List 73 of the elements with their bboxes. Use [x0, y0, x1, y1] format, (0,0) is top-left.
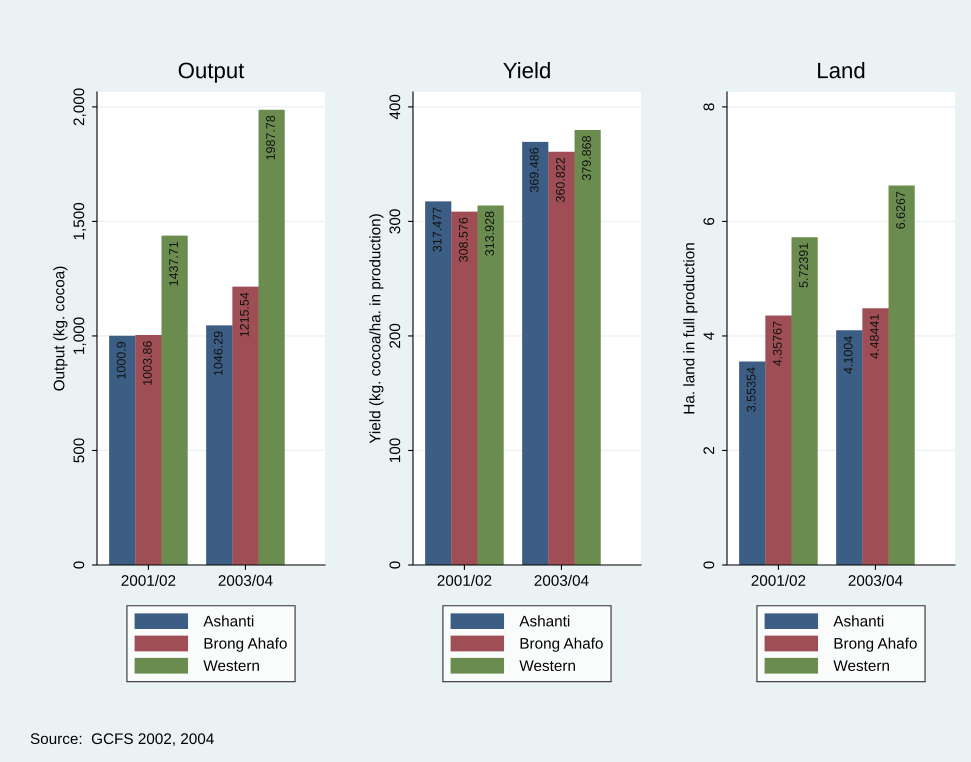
legend-label: Western — [833, 660, 889, 672]
data-label: 1046.29 — [214, 331, 223, 376]
data-label: 313.928 — [485, 212, 494, 256]
data-label: 379.868 — [582, 136, 591, 180]
bar — [162, 236, 188, 565]
data-label: 317.477 — [432, 208, 442, 252]
x-tick-label: 2003/04 — [534, 574, 589, 586]
bar — [478, 205, 504, 565]
data-label: 5.72391 — [799, 243, 808, 288]
x-tick-label: 2003/04 — [848, 574, 903, 586]
x-tick-label: 2001/02 — [438, 574, 492, 586]
x-tick-label: 2003/04 — [218, 574, 273, 586]
legend-label: Brong Ahafo — [520, 638, 603, 652]
y-tick-label: 2,000 — [73, 88, 86, 126]
bar — [109, 336, 136, 565]
legend-label: Western — [519, 660, 575, 672]
bar — [792, 237, 818, 565]
y-tick-label: 0 — [73, 561, 84, 569]
bar — [574, 130, 601, 565]
chart-title: Output — [178, 62, 244, 83]
legend-label: Brong Ahafo — [204, 638, 287, 652]
data-label: 6.6267 — [896, 192, 905, 229]
data-label: 1003.86 — [142, 341, 152, 385]
chart-title: Yield — [503, 62, 550, 78]
data-label: 1000.9 — [116, 342, 126, 379]
source-note: Source: GCFS 2002, 2004 — [30, 733, 214, 746]
y-tick-label: 100 — [389, 438, 400, 462]
data-label: 1987.78 — [266, 116, 275, 160]
data-label: 1437.71 — [169, 242, 178, 286]
bar — [258, 110, 285, 565]
bar — [836, 330, 862, 565]
bar — [739, 362, 766, 565]
data-label: 4.48441 — [870, 314, 879, 359]
y-tick-label: 8 — [703, 103, 714, 110]
y-axis-title: Yield (kg. cocoa/ha. in production) — [369, 214, 384, 444]
bar — [862, 308, 889, 565]
legend-label: Ashanti — [203, 615, 254, 627]
bar — [451, 212, 478, 565]
y-tick-label: 500 — [73, 438, 84, 463]
y-tick-label: 0 — [703, 561, 714, 569]
y-tick-label: 4 — [704, 332, 714, 340]
y-tick-label: 0 — [389, 561, 400, 569]
y-axis-title: Output (kg. cocoa) — [53, 266, 68, 391]
y-tick-label: 1,000 — [73, 317, 86, 354]
data-label: 4.35767 — [772, 322, 782, 366]
data-label: 308.576 — [458, 218, 468, 262]
legend-label: Western — [203, 660, 259, 672]
y-axis-title: Ha. land in full production — [683, 243, 698, 414]
data-label: 360.822 — [556, 158, 565, 202]
bar — [765, 315, 792, 565]
y-tick-label: 1,500 — [73, 202, 86, 240]
legend-label: Ashanti — [833, 615, 884, 627]
legend-label: Ashanti — [519, 615, 570, 627]
bar — [232, 286, 259, 565]
bar — [206, 325, 232, 565]
chart-title: Land — [818, 62, 864, 78]
y-tick-label: 6 — [703, 218, 714, 225]
y-tick-label: 2 — [703, 446, 714, 454]
bar — [548, 152, 575, 565]
y-tick-label: 400 — [389, 94, 400, 120]
bar — [522, 142, 548, 565]
x-tick-label: 2001/02 — [752, 574, 806, 586]
y-tick-label: 300 — [389, 209, 400, 234]
data-label: 3.55354 — [746, 367, 756, 412]
data-label: 369.486 — [530, 148, 539, 192]
bar — [135, 335, 162, 565]
x-tick-label: 2001/02 — [122, 574, 176, 586]
bar — [425, 201, 452, 565]
data-label: 4.1004 — [844, 336, 853, 374]
data-label: 1215.54 — [240, 292, 249, 336]
legend-label: Brong Ahafo — [834, 638, 917, 652]
bar — [888, 186, 915, 565]
y-tick-label: 200 — [389, 324, 400, 348]
